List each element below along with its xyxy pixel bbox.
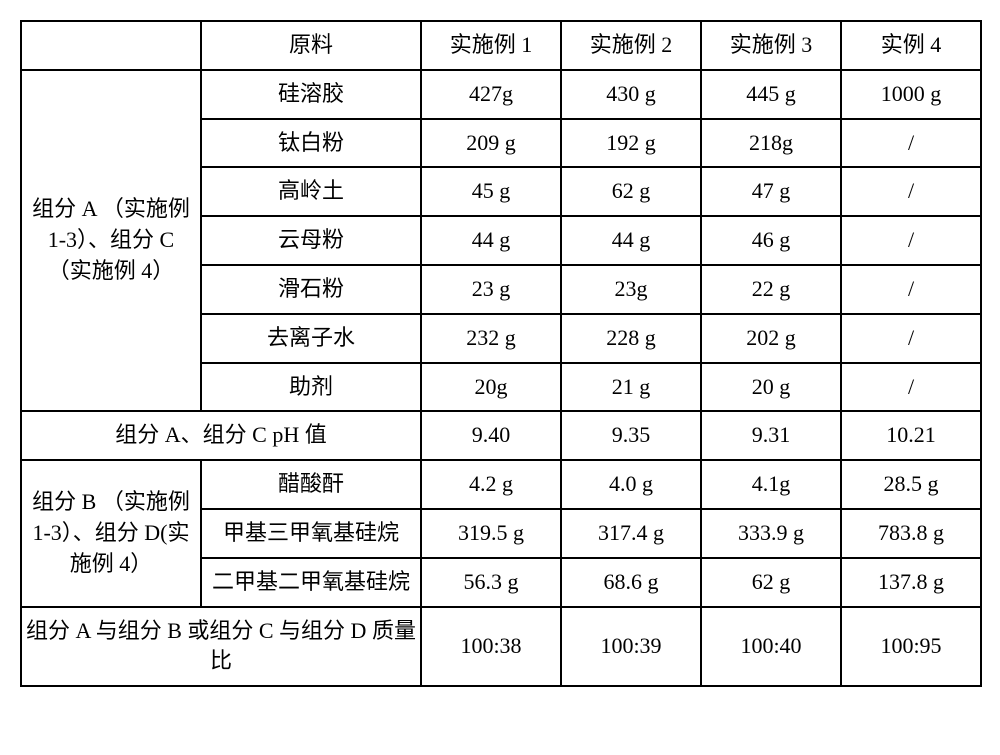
value-cell: 100:40 — [701, 607, 841, 687]
value-cell: 100:95 — [841, 607, 981, 687]
material-name: 甲基三甲氧基硅烷 — [201, 509, 421, 558]
material-name: 助剂 — [201, 363, 421, 412]
value-cell: 232 g — [421, 314, 561, 363]
value-cell: 20g — [421, 363, 561, 412]
value-cell: 68.6 g — [561, 558, 701, 607]
value-cell: 209 g — [421, 119, 561, 168]
data-table: 原料 实施例 1 实施例 2 实施例 3 实例 4 组分 A （实施例 1-3）… — [20, 20, 982, 687]
group-a-label: 组分 A （实施例 1-3）、组分 C （实施例 4） — [21, 70, 201, 412]
header-cell: 实施例 1 — [421, 21, 561, 70]
value-cell: 100:38 — [421, 607, 561, 687]
value-cell: 4.1g — [701, 460, 841, 509]
table-row: 组分 A、组分 C pH 值 9.40 9.35 9.31 10.21 — [21, 411, 981, 460]
value-cell: 22 g — [701, 265, 841, 314]
value-cell: / — [841, 265, 981, 314]
value-cell: 23 g — [421, 265, 561, 314]
value-cell: / — [841, 167, 981, 216]
value-cell: 1000 g — [841, 70, 981, 119]
header-cell: 原料 — [201, 21, 421, 70]
table-row: 原料 实施例 1 实施例 2 实施例 3 实例 4 — [21, 21, 981, 70]
value-cell: 192 g — [561, 119, 701, 168]
value-cell: 45 g — [421, 167, 561, 216]
value-cell: 28.5 g — [841, 460, 981, 509]
value-cell: 137.8 g — [841, 558, 981, 607]
material-name: 云母粉 — [201, 216, 421, 265]
value-cell: 445 g — [701, 70, 841, 119]
ph-label: 组分 A、组分 C pH 值 — [21, 411, 421, 460]
value-cell: 21 g — [561, 363, 701, 412]
value-cell: / — [841, 314, 981, 363]
value-cell: 430 g — [561, 70, 701, 119]
value-cell: 56.3 g — [421, 558, 561, 607]
value-cell: 319.5 g — [421, 509, 561, 558]
value-cell: 46 g — [701, 216, 841, 265]
value-cell: 9.31 — [701, 411, 841, 460]
material-name: 高岭土 — [201, 167, 421, 216]
value-cell: 23g — [561, 265, 701, 314]
value-cell: 47 g — [701, 167, 841, 216]
table-row: 组分 A 与组分 B 或组分 C 与组分 D 质量比 100:38 100:39… — [21, 607, 981, 687]
value-cell: 317.4 g — [561, 509, 701, 558]
value-cell: 62 g — [701, 558, 841, 607]
material-name: 去离子水 — [201, 314, 421, 363]
material-name: 滑石粉 — [201, 265, 421, 314]
value-cell: / — [841, 119, 981, 168]
ratio-label: 组分 A 与组分 B 或组分 C 与组分 D 质量比 — [21, 607, 421, 687]
value-cell: 4.0 g — [561, 460, 701, 509]
material-name: 钛白粉 — [201, 119, 421, 168]
value-cell: 44 g — [561, 216, 701, 265]
value-cell: 10.21 — [841, 411, 981, 460]
table-row: 组分 B （实施例 1-3）、组分 D(实施例 4） 醋酸酐 4.2 g 4.0… — [21, 460, 981, 509]
value-cell: 427g — [421, 70, 561, 119]
value-cell: 333.9 g — [701, 509, 841, 558]
material-name: 硅溶胶 — [201, 70, 421, 119]
value-cell: 202 g — [701, 314, 841, 363]
value-cell: 44 g — [421, 216, 561, 265]
header-cell — [21, 21, 201, 70]
value-cell: / — [841, 216, 981, 265]
value-cell: 100:39 — [561, 607, 701, 687]
value-cell: 20 g — [701, 363, 841, 412]
value-cell: 4.2 g — [421, 460, 561, 509]
header-cell: 实施例 3 — [701, 21, 841, 70]
group-b-label: 组分 B （实施例 1-3）、组分 D(实施例 4） — [21, 460, 201, 606]
material-name: 二甲基二甲氧基硅烷 — [201, 558, 421, 607]
value-cell: 228 g — [561, 314, 701, 363]
material-name: 醋酸酐 — [201, 460, 421, 509]
value-cell: 9.35 — [561, 411, 701, 460]
header-cell: 实施例 2 — [561, 21, 701, 70]
value-cell: 218g — [701, 119, 841, 168]
value-cell: / — [841, 363, 981, 412]
value-cell: 783.8 g — [841, 509, 981, 558]
value-cell: 62 g — [561, 167, 701, 216]
table-row: 组分 A （实施例 1-3）、组分 C （实施例 4） 硅溶胶 427g 430… — [21, 70, 981, 119]
value-cell: 9.40 — [421, 411, 561, 460]
header-cell: 实例 4 — [841, 21, 981, 70]
